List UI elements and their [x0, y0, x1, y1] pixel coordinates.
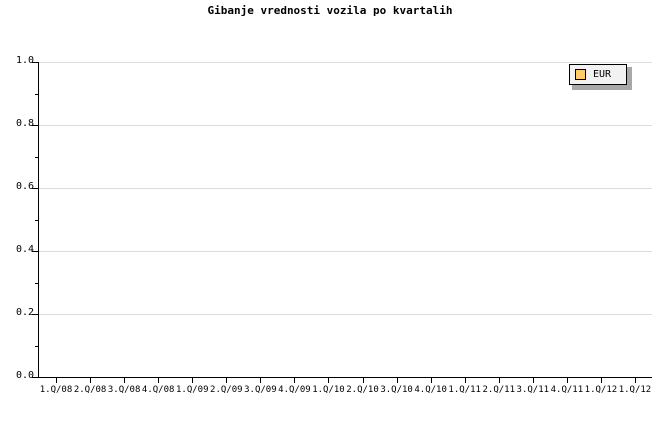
x-axis-label: 3.Q/10: [380, 385, 413, 395]
x-axis-label: 4.Q/08: [141, 385, 175, 395]
x-axis-label: 4.Q/10: [414, 385, 447, 395]
x-axis-line: [38, 377, 652, 378]
x-axis-label: 1.Q/12: [584, 385, 618, 395]
x-axis-tick: [397, 378, 398, 383]
y-axis-label: 0.0: [15, 370, 34, 381]
y-axis-label: 0.6: [15, 181, 34, 192]
plot-area: [39, 62, 652, 378]
y-axis-label: 0.2: [15, 307, 34, 318]
y-axis-label: 0.8: [15, 118, 34, 129]
x-axis-label: 4.Q/11: [550, 385, 584, 395]
x-axis-label: 3.Q/09: [244, 385, 277, 395]
x-axis-tick: [124, 378, 125, 383]
x-axis-tick: [533, 378, 534, 383]
y-axis-minor-tick: [35, 219, 39, 221]
y-axis-tick: [32, 125, 39, 126]
y-axis-tick: [32, 62, 39, 63]
x-axis-label: 1.Q/08: [39, 385, 73, 395]
x-axis-tick: [192, 378, 193, 383]
y-axis-label: 1.0: [15, 55, 34, 66]
y-axis-tick: [32, 251, 39, 252]
y-axis-minor-tick: [35, 345, 39, 347]
y-axis-minor-tick: [35, 282, 39, 284]
gridline: [39, 251, 652, 252]
y-axis-tick: [32, 188, 39, 189]
legend-label-eur: EUR: [593, 69, 612, 80]
y-axis-tick: [32, 377, 39, 378]
y-axis-minor-tick: [35, 93, 39, 95]
x-axis-label: 1.Q/11: [448, 385, 481, 395]
gridline: [39, 125, 652, 126]
gridline: [39, 62, 652, 63]
x-axis-tick: [294, 378, 295, 383]
x-axis-label: 2.Q/08: [73, 385, 107, 395]
y-axis-tick: [32, 314, 39, 315]
x-axis-label: 2.Q/10: [346, 385, 379, 395]
x-axis-label: 2.Q/09: [210, 385, 243, 395]
x-axis-tick: [158, 378, 159, 383]
chart-legend[interactable]: EUR: [569, 64, 627, 85]
x-axis-tick: [431, 378, 432, 383]
legend-swatch-eur: [575, 69, 586, 80]
x-axis-tick: [465, 378, 466, 383]
x-axis-tick: [56, 378, 57, 383]
x-axis-tick: [260, 378, 261, 383]
x-axis-label: 3.Q/11: [516, 385, 550, 395]
x-axis-label: 1.Q/12: [618, 385, 652, 395]
x-axis-tick: [499, 378, 500, 383]
chart-title: Gibanje vrednosti vozila po kvartalih: [207, 4, 453, 17]
x-axis-tick: [363, 378, 364, 383]
x-axis-tick: [635, 378, 636, 383]
x-axis-label: 4.Q/09: [278, 385, 311, 395]
y-axis-label: 0.4: [15, 244, 34, 255]
gridline: [39, 188, 652, 189]
x-axis-label: 1.Q/09: [175, 385, 209, 395]
x-axis-label: 1.Q/10: [312, 385, 345, 395]
x-axis-tick: [90, 378, 91, 383]
x-axis-label: 2.Q/11: [482, 385, 516, 395]
y-axis-minor-tick: [35, 156, 39, 158]
x-axis-tick: [328, 378, 329, 383]
x-axis-tick: [601, 378, 602, 383]
x-axis-label: 3.Q/08: [107, 385, 141, 395]
x-axis-tick: [567, 378, 568, 383]
gridline: [39, 314, 652, 315]
x-axis-tick: [226, 378, 227, 383]
